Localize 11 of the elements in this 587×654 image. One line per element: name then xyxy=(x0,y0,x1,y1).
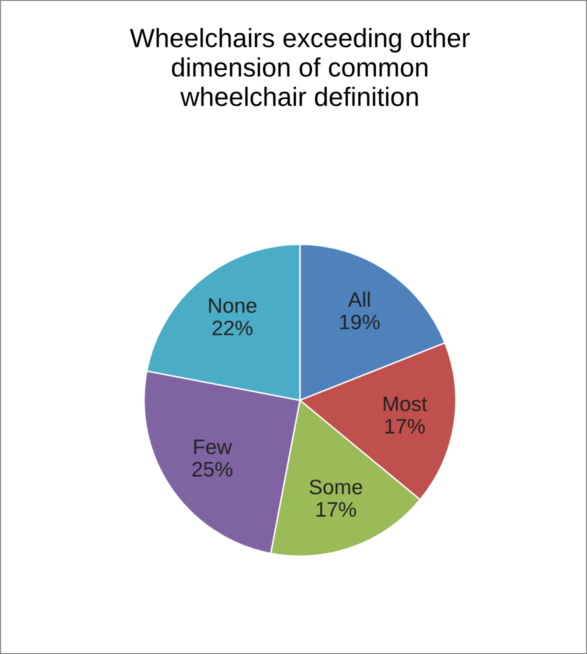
slice-label: Most xyxy=(384,396,428,412)
slice-label: All xyxy=(348,292,370,307)
slice-label: Some xyxy=(310,480,362,494)
data-label: 19% xyxy=(340,314,380,330)
data-label: 17% xyxy=(385,418,425,434)
data-label: 25% xyxy=(192,462,232,477)
slice-label: Few xyxy=(194,440,232,454)
data-label: 17% xyxy=(316,502,356,517)
chart-title: Wheelchairs exceeding other dimension of common wheelchair definition xyxy=(130,28,470,106)
data-label: 22% xyxy=(212,320,252,336)
slice-label: None xyxy=(209,298,256,313)
